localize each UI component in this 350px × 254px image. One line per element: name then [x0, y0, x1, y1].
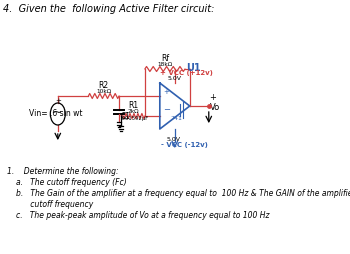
Text: Rf: Rf	[161, 54, 169, 63]
Text: −: −	[163, 105, 170, 114]
Text: + VCC (+12v): + VCC (+12v)	[160, 70, 213, 76]
Text: .001592μF: .001592μF	[120, 116, 149, 121]
Text: c.   The peak-peak amplitude of Vo at a frequency equal to 100 Hz: c. The peak-peak amplitude of Vo at a fr…	[16, 211, 270, 220]
Text: 4.  Given the  following Active Filter circuit:: 4. Given the following Active Filter cir…	[4, 4, 215, 14]
Text: U1: U1	[186, 63, 201, 73]
Text: Vin= .6 sin wt: Vin= .6 sin wt	[29, 109, 83, 119]
Text: a.   The cutoff frequency (Fc): a. The cutoff frequency (Fc)	[16, 178, 127, 187]
Text: 2kΩ: 2kΩ	[127, 109, 139, 114]
Text: 5.0V: 5.0V	[167, 137, 181, 142]
Text: b.   The Gain of the amplifier at a frequency equal to  100 Hz & The GAIN of the: b. The Gain of the amplifier at a freque…	[16, 189, 350, 198]
Text: 10kΩ: 10kΩ	[96, 89, 111, 94]
Text: 1.    Determine the following:: 1. Determine the following:	[7, 167, 118, 176]
Text: ~: ~	[53, 108, 62, 118]
Text: +: +	[163, 89, 169, 95]
Text: 5.0V: 5.0V	[168, 76, 182, 81]
Text: - VCC (-12v): - VCC (-12v)	[161, 142, 208, 148]
Text: +: +	[209, 93, 216, 102]
Text: cutoff frequency: cutoff frequency	[16, 200, 93, 209]
Text: 18kΩ: 18kΩ	[157, 62, 173, 67]
Text: 741: 741	[170, 116, 182, 120]
Text: +: +	[56, 98, 61, 104]
Text: C1: C1	[120, 112, 130, 121]
Text: R1: R1	[128, 101, 138, 110]
Text: R2: R2	[99, 81, 109, 90]
Text: Vo: Vo	[209, 103, 220, 112]
